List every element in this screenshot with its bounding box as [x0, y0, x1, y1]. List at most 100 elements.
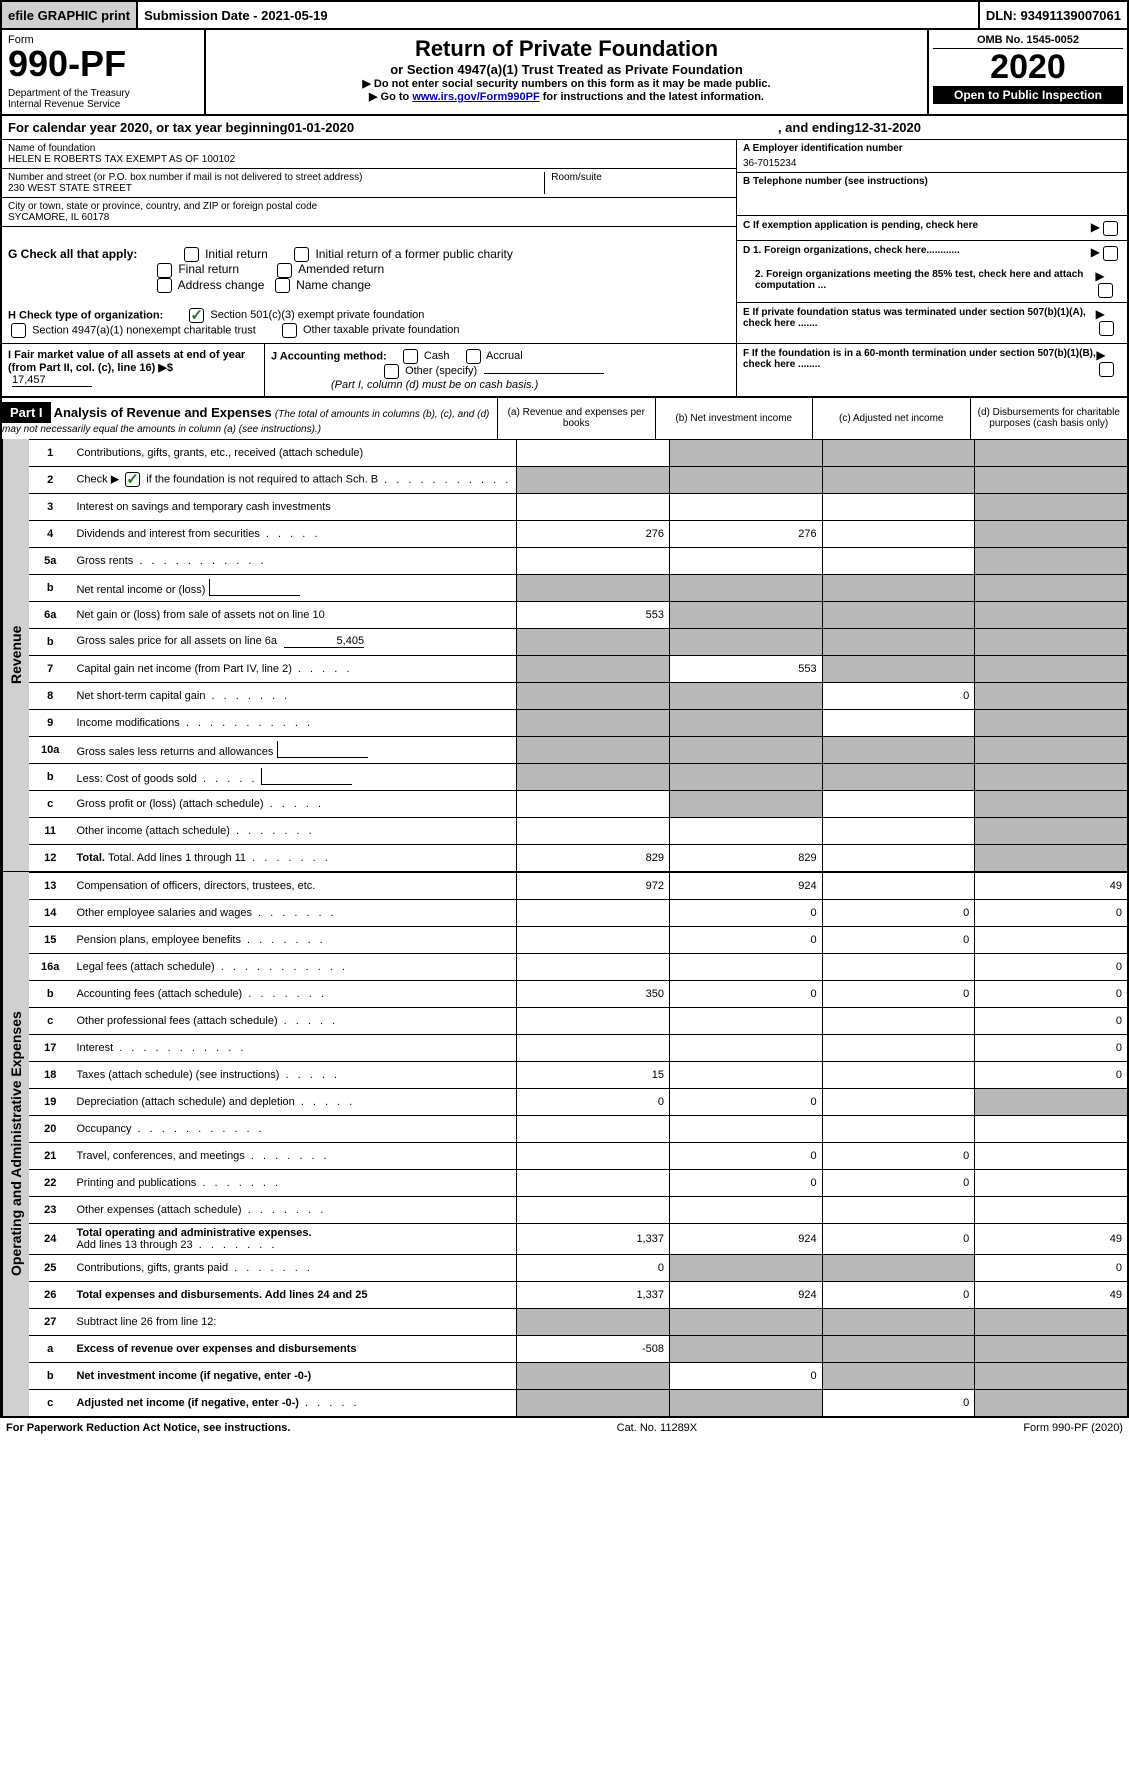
form-title: Return of Private Foundation [212, 36, 921, 62]
part1-title: Analysis of Revenue and Expenses [54, 405, 272, 420]
expenses-table: 13Compensation of officers, directors, t… [29, 872, 1127, 1416]
revenue-side-label: Revenue [2, 439, 29, 871]
row-4: 4Dividends and interest from securities2… [29, 520, 1127, 547]
foundation-name: HELEN E ROBERTS TAX EXEMPT AS OF 100102 [8, 154, 730, 165]
footer-mid: Cat. No. 11289X [617, 1422, 698, 1434]
c-checkbox[interactable] [1103, 221, 1118, 236]
row-11: 11Other income (attach schedule) [29, 817, 1127, 844]
row-20: 20Occupancy [29, 1115, 1127, 1142]
i-label: I Fair market value of all assets at end… [8, 349, 245, 374]
e-label: E If private foundation status was termi… [743, 307, 1096, 329]
row-5a: 5aGross rents [29, 547, 1127, 574]
footer-right: Form 990-PF (2020) [1023, 1422, 1123, 1434]
ein-label: A Employer identification number [743, 143, 1121, 154]
row-14: 14Other employee salaries and wages000 [29, 899, 1127, 926]
g-address-checkbox[interactable] [157, 278, 172, 293]
row-19: 19Depreciation (attach schedule) and dep… [29, 1088, 1127, 1115]
j-note: (Part I, column (d) must be on cash basi… [331, 379, 538, 391]
room-label: Room/suite [551, 172, 730, 183]
row-22: 22Printing and publications00 [29, 1169, 1127, 1196]
g-amended-checkbox[interactable] [277, 263, 292, 278]
city-value: SYCAMORE, IL 60178 [8, 212, 730, 223]
department: Department of the Treasury Internal Reve… [8, 88, 198, 110]
h-501c3-checkbox[interactable] [189, 308, 204, 323]
city-label: City or town, state or province, country… [8, 201, 730, 212]
row-18: 18Taxes (attach schedule) (see instructi… [29, 1061, 1127, 1088]
row-27c: cAdjusted net income (if negative, enter… [29, 1389, 1127, 1416]
row-27b: bNet investment income (if negative, ent… [29, 1362, 1127, 1389]
j-cash-checkbox[interactable] [403, 349, 418, 364]
name-label: Name of foundation [8, 143, 730, 154]
calendar-year-row: For calendar year 2020, or tax year begi… [0, 116, 1129, 140]
g-final-checkbox[interactable] [157, 263, 172, 278]
col-c-header: (c) Adjusted net income [812, 398, 970, 439]
d1-checkbox[interactable] [1103, 246, 1118, 261]
row-26: 26Total expenses and disbursements. Add … [29, 1281, 1127, 1308]
instruction-2: ▶ Go to www.irs.gov/Form990PF for instru… [212, 90, 921, 103]
g-initial-former-checkbox[interactable] [294, 247, 309, 262]
d1-label: D 1. Foreign organizations, check here..… [743, 245, 960, 256]
row-6b: bGross sales price for all assets on lin… [29, 628, 1127, 655]
row-25: 25Contributions, gifts, grants paid00 [29, 1254, 1127, 1281]
row-16c: cOther professional fees (attach schedul… [29, 1007, 1127, 1034]
row-1: 1Contributions, gifts, grants, etc., rec… [29, 439, 1127, 466]
col-d-header: (d) Disbursements for charitable purpose… [970, 398, 1128, 439]
c-label: C If exemption application is pending, c… [743, 220, 978, 231]
f-label: F If the foundation is in a 60-month ter… [743, 348, 1096, 370]
tax-year: 2020 [933, 49, 1123, 86]
entity-info: Name of foundation HELEN E ROBERTS TAX E… [0, 140, 1129, 241]
row-7: 7Capital gain net income (from Part IV, … [29, 655, 1127, 682]
dln: DLN: 93491139007061 [980, 2, 1127, 28]
row-27: 27Subtract line 26 from line 12: [29, 1308, 1127, 1335]
row-8: 8Net short-term capital gain0 [29, 682, 1127, 709]
submission-date: Submission Date - 2021-05-19 [138, 2, 980, 28]
g-initial-checkbox[interactable] [184, 247, 199, 262]
row-21: 21Travel, conferences, and meetings00 [29, 1142, 1127, 1169]
h-section: H Check type of organization: Section 50… [2, 303, 736, 343]
expenses-side-label: Operating and Administrative Expenses [2, 872, 29, 1416]
d2-label: 2. Foreign organizations meeting the 85%… [743, 269, 1095, 291]
row-16b: bAccounting fees (attach schedule)350000 [29, 980, 1127, 1007]
row-10a: 10aGross sales less returns and allowanc… [29, 736, 1127, 763]
row-9: 9Income modifications [29, 709, 1127, 736]
open-to-public: Open to Public Inspection [933, 86, 1123, 104]
page-footer: For Paperwork Reduction Act Notice, see … [0, 1418, 1129, 1438]
d2-checkbox[interactable] [1098, 283, 1113, 298]
form-number: 990-PF [8, 46, 198, 82]
f-checkbox[interactable] [1099, 362, 1114, 377]
g-name-checkbox[interactable] [275, 278, 290, 293]
row-23: 23Other expenses (attach schedule) [29, 1196, 1127, 1223]
address-value: 230 WEST STATE STREET [8, 183, 544, 194]
h-other-checkbox[interactable] [282, 323, 297, 338]
e-checkbox[interactable] [1099, 321, 1114, 336]
schb-checkbox[interactable] [125, 472, 140, 487]
address-label: Number and street (or P.O. box number if… [8, 172, 544, 183]
part1-label: Part I [2, 402, 51, 423]
row-27a: aExcess of revenue over expenses and dis… [29, 1335, 1127, 1362]
form-header: Form 990-PF Department of the Treasury I… [0, 30, 1129, 116]
row-24: 24Total operating and administrative exp… [29, 1223, 1127, 1254]
ein-value: 36-7015234 [743, 154, 1121, 169]
g-section: G Check all that apply: Initial return I… [2, 241, 736, 299]
j-accrual-checkbox[interactable] [466, 349, 481, 364]
i-value: 17,457 [12, 374, 92, 387]
revenue-table: 1Contributions, gifts, grants, etc., rec… [29, 439, 1127, 871]
omb-number: OMB No. 1545-0052 [933, 34, 1123, 49]
footer-left: For Paperwork Reduction Act Notice, see … [6, 1422, 290, 1434]
row-2: 2Check ▶ if the foundation is not requir… [29, 466, 1127, 493]
row-15: 15Pension plans, employee benefits00 [29, 926, 1127, 953]
j-other-checkbox[interactable] [384, 364, 399, 379]
irs-link[interactable]: www.irs.gov/Form990PF [412, 91, 539, 103]
row-13: 13Compensation of officers, directors, t… [29, 872, 1127, 899]
phone-label: B Telephone number (see instructions) [743, 176, 1121, 187]
h-4947-checkbox[interactable] [11, 323, 26, 338]
efile-print-button[interactable]: efile GRAPHIC print [2, 2, 138, 28]
row-16a: 16aLegal fees (attach schedule)0 [29, 953, 1127, 980]
col-a-header: (a) Revenue and expenses per books [497, 398, 655, 439]
form-subtitle: or Section 4947(a)(1) Trust Treated as P… [212, 62, 921, 77]
row-3: 3Interest on savings and temporary cash … [29, 493, 1127, 520]
row-17: 17Interest0 [29, 1034, 1127, 1061]
row-10b: bLess: Cost of goods sold [29, 763, 1127, 790]
col-b-header: (b) Net investment income [655, 398, 813, 439]
row-6a: 6aNet gain or (loss) from sale of assets… [29, 601, 1127, 628]
